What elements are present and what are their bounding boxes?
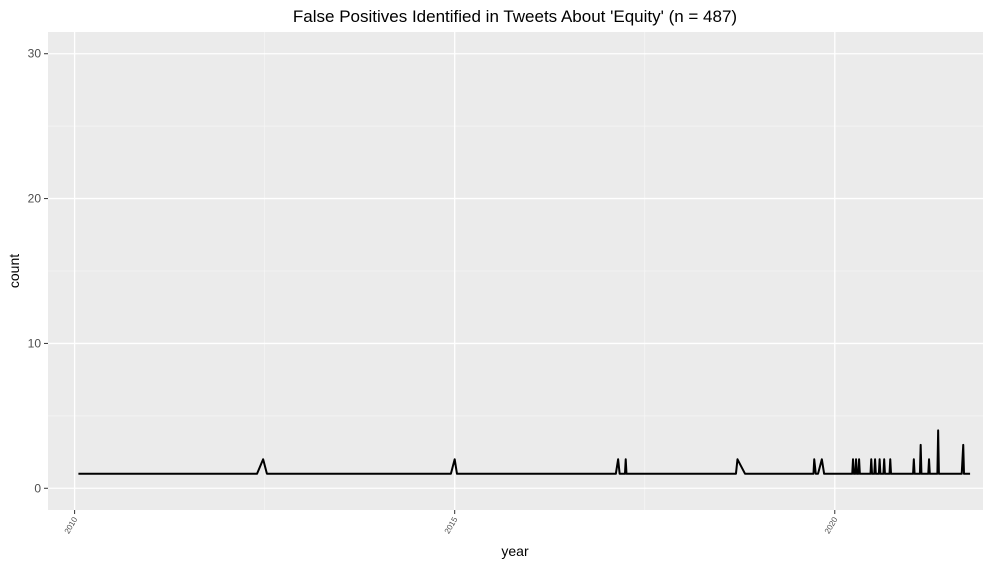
y-tick-label: 0 <box>34 481 41 495</box>
y-tick-label: 20 <box>28 192 42 206</box>
x-tick-label: 2015 <box>443 515 460 535</box>
y-tick-label: 10 <box>28 336 42 350</box>
y-axis: 0 10 20 30 <box>28 47 48 495</box>
chart-title: False Positives Identified in Tweets Abo… <box>293 7 737 26</box>
series-line-0 <box>78 429 971 475</box>
x-tick-label: 2020 <box>823 515 840 535</box>
x-axis-title: year <box>501 543 529 559</box>
y-tick-label: 30 <box>28 47 42 61</box>
grid-major <box>48 32 983 510</box>
y-axis-title: count <box>6 254 22 288</box>
grid-minor <box>48 32 983 510</box>
x-tick-label: 2010 <box>63 515 80 535</box>
x-axis: 2010 2015 2020 <box>63 510 840 535</box>
series-group <box>78 429 971 475</box>
